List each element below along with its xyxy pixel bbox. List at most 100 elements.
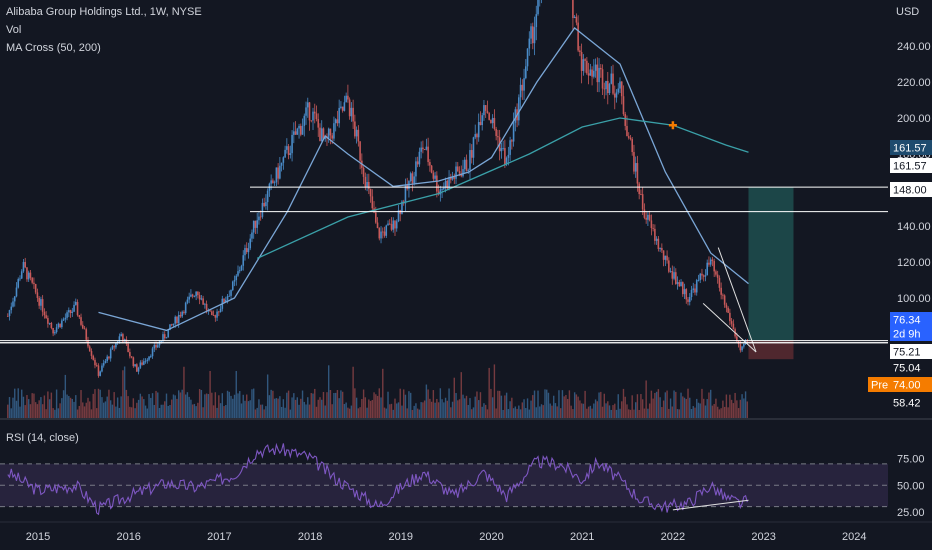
candle-body xyxy=(416,161,419,165)
candle-body xyxy=(17,279,20,288)
volume-bar xyxy=(94,389,96,418)
volume-bar xyxy=(519,409,522,418)
volume-bar xyxy=(389,404,391,418)
volume-bar xyxy=(191,404,194,418)
candle-body xyxy=(298,125,300,129)
volume-bar xyxy=(12,397,14,418)
candle-body xyxy=(456,166,459,172)
volume-bar xyxy=(418,409,421,418)
volume-bar xyxy=(31,393,33,418)
candle-body xyxy=(427,146,429,163)
volume-bar xyxy=(296,397,299,418)
volume-bar xyxy=(697,402,700,418)
volume-bar xyxy=(640,394,642,418)
volume-bar xyxy=(101,397,103,418)
candle-body xyxy=(594,64,597,71)
candle-body xyxy=(224,299,227,303)
candle-body xyxy=(254,220,257,228)
volume-bar xyxy=(586,408,588,418)
volume-bar xyxy=(741,394,743,418)
candle-body xyxy=(702,275,705,277)
candle-body xyxy=(519,84,522,98)
volume-bar xyxy=(24,405,26,418)
volume-bar xyxy=(587,406,590,418)
volume-bar xyxy=(600,391,602,418)
candle-body xyxy=(95,365,98,367)
candle-body xyxy=(149,356,152,358)
candle-body xyxy=(141,362,143,365)
volume-bar xyxy=(682,396,684,418)
candle-body xyxy=(204,303,206,305)
volume-bar xyxy=(601,406,604,418)
candle-body xyxy=(484,105,487,111)
candle-body xyxy=(720,287,722,295)
candle-body xyxy=(24,261,27,268)
candle-body xyxy=(413,176,415,184)
volume-bar xyxy=(439,388,442,418)
volume-bar xyxy=(195,406,197,418)
candle-body xyxy=(102,363,105,366)
volume-bar xyxy=(218,395,220,418)
candle-body xyxy=(415,161,417,177)
volume-bar xyxy=(355,397,358,418)
volume-bar xyxy=(549,403,551,418)
candle-body xyxy=(620,81,623,97)
volume-bar xyxy=(10,408,12,418)
volume-bar xyxy=(7,404,9,418)
volume-bar xyxy=(725,394,728,418)
candle-body xyxy=(458,171,461,174)
candle-body xyxy=(716,274,719,278)
volume-bar xyxy=(308,404,311,418)
candle-body xyxy=(640,194,642,195)
volume-bar xyxy=(216,407,218,418)
candle-body xyxy=(629,137,632,140)
candle-body xyxy=(127,343,129,353)
volume-bar xyxy=(535,407,537,418)
candle-body xyxy=(279,165,281,179)
candle-body xyxy=(580,52,583,71)
candle-body xyxy=(711,259,714,262)
horizontal-levels[interactable] xyxy=(0,186,888,344)
candle-body xyxy=(320,128,323,142)
candle-body xyxy=(537,0,539,15)
volume-bar xyxy=(394,398,396,418)
candle-body xyxy=(315,113,318,120)
candle-body xyxy=(669,271,672,272)
volume-bar xyxy=(246,394,248,418)
candle-body xyxy=(293,131,295,135)
volume-bar xyxy=(493,364,496,418)
volume-bar xyxy=(734,392,736,418)
candle-body xyxy=(697,280,700,281)
candle-body xyxy=(643,209,646,218)
volume-bar xyxy=(409,392,412,418)
candle-body xyxy=(575,16,578,23)
candle-body xyxy=(448,177,450,189)
volume-bar xyxy=(286,392,288,418)
volume-bar xyxy=(232,398,234,418)
candle-body xyxy=(347,95,349,100)
candle-body xyxy=(273,182,276,184)
candle-body xyxy=(387,223,389,226)
time-tick-label: 2021 xyxy=(570,531,594,543)
volume-bar xyxy=(715,398,717,418)
candle-body xyxy=(460,173,463,177)
volume-bar xyxy=(291,397,293,418)
candle-body xyxy=(343,102,346,111)
candle-body xyxy=(509,140,511,155)
volume-bar xyxy=(376,395,379,418)
volume-bar xyxy=(253,388,255,418)
candle-body xyxy=(732,323,735,330)
volume-bar xyxy=(575,394,578,418)
rsi-trend-line xyxy=(672,499,749,511)
volume-bar xyxy=(396,403,398,418)
volume-bar xyxy=(486,409,489,418)
candle-body xyxy=(218,311,220,313)
candle-body xyxy=(197,291,199,296)
candle-body xyxy=(404,184,407,204)
volume-bar xyxy=(225,404,227,418)
candle-body xyxy=(111,346,114,350)
candle-body xyxy=(701,273,703,276)
candle-body xyxy=(582,59,585,71)
candle-body xyxy=(619,81,621,89)
